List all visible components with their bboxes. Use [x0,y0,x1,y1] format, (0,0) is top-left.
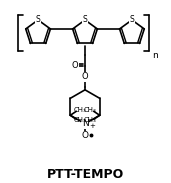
Text: PTT-TEMPO: PTT-TEMPO [46,168,124,181]
Text: N: N [82,119,88,128]
Text: O: O [82,131,89,140]
Text: O: O [72,61,78,70]
Text: S: S [130,15,134,25]
Text: S: S [36,15,41,25]
Text: CH₃: CH₃ [74,117,87,123]
Text: +: + [89,123,95,129]
Text: CH₃: CH₃ [83,117,96,123]
Text: n: n [152,51,158,60]
Text: O: O [82,72,88,81]
Text: S: S [83,15,87,25]
Text: CH₃: CH₃ [74,107,87,113]
Text: CH₃: CH₃ [83,107,96,113]
